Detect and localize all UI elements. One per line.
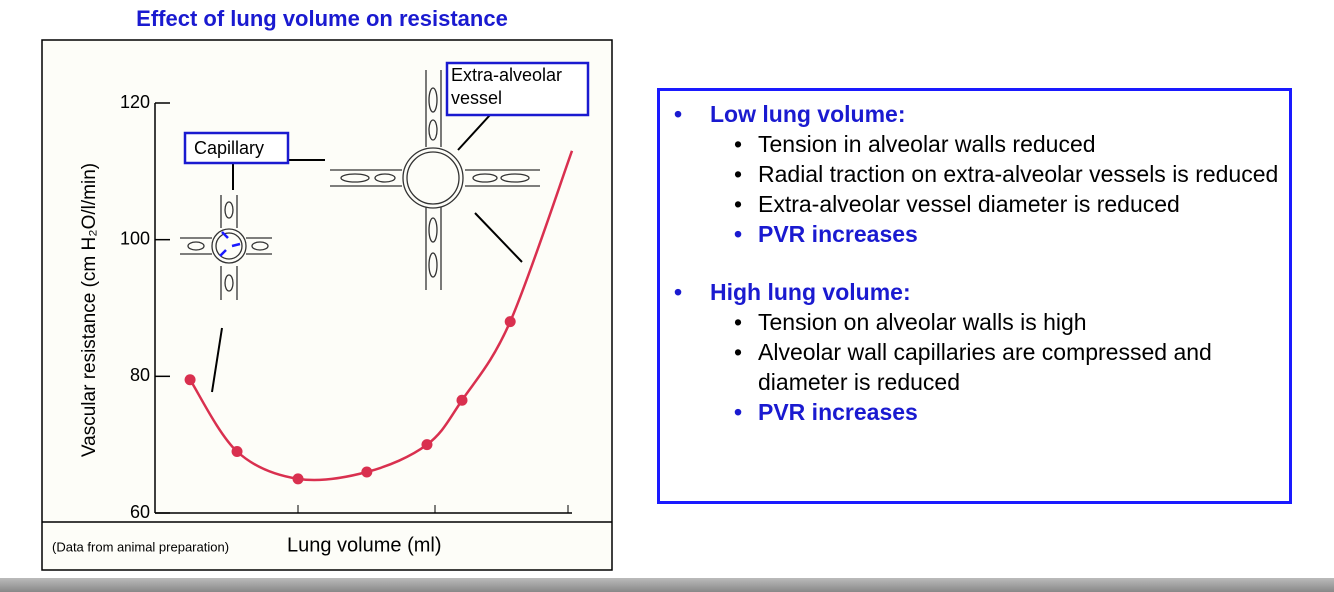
annotation: Capillary [194,138,264,158]
conclusion: PVR increases [672,397,1279,427]
annotation-wrap: Extra-alveolar vessel [451,65,563,108]
x-axis-label: Lung volume (ml) [287,534,442,556]
chart-title: Effect of lung volume on resistance [136,6,508,31]
vessel-diagram [330,70,540,290]
bullet-item: Radial traction on extra-alveolar vessel… [672,159,1279,189]
section: High lung volume:Tension on alveolar wal… [672,277,1279,427]
annotation: Extra-alveolar vessel [451,65,563,108]
chart: Effect of lung volume on resistance Vasc… [41,6,613,571]
conclusion: PVR increases [672,219,1279,249]
bullet-item: Alveolar wall capillaries are compressed… [672,337,1279,397]
bullet-item: Tension in alveolar walls reduced [672,129,1279,159]
bullet-item: Extra-alveolar vessel diameter is reduce… [672,189,1279,219]
data-point [231,446,243,457]
chart-frame [41,39,613,571]
annotation-box [445,61,590,117]
y-axis-label: Vascular resistance (cm H₂O/l/min) [79,163,100,457]
section: Low lung volume:Tension in alveolar wall… [672,99,1279,249]
capillary-diagram [180,159,325,393]
footer-bar [0,578,1334,592]
y-tick-label: 120 [120,92,150,112]
text-panel: Low lung volume:Tension in alveolar wall… [657,88,1292,504]
data-point [361,466,373,478]
data-point [184,374,196,386]
y-tick-label: 60 [130,502,150,522]
section-heading: High lung volume: [672,277,1279,307]
y-tick-label: 80 [130,365,150,385]
data-point [292,473,304,485]
data-point [421,439,433,451]
note: (Data from animal preparation) [52,539,229,554]
data-point [504,316,516,328]
annotation-box [183,131,290,165]
y-tick-label: 100 [120,228,150,248]
bullet-item: Tension on alveolar walls is high [672,307,1279,337]
fit-curve [189,150,574,482]
section-heading: Low lung volume: [672,99,1279,129]
data-point [456,394,468,406]
